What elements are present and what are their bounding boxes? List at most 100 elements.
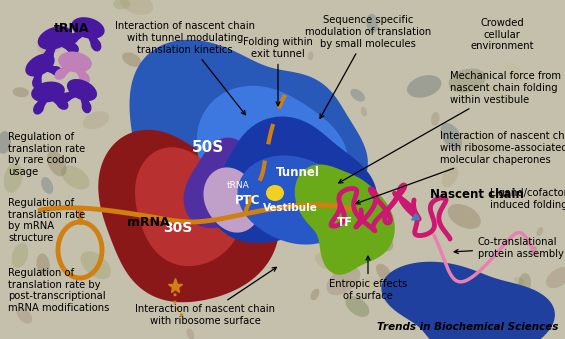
Ellipse shape	[81, 251, 111, 279]
Text: 50S: 50S	[192, 140, 224, 156]
Text: tRNA: tRNA	[54, 21, 90, 35]
Text: Regulation of
translation rate by
post-transcriptional
mRNA modifications: Regulation of translation rate by post-t…	[8, 268, 110, 313]
Text: Regulation of
translation rate
by mRNA
structure: Regulation of translation rate by mRNA s…	[8, 198, 85, 243]
Text: Folding within
exit tunnel: Folding within exit tunnel	[243, 37, 313, 106]
Polygon shape	[184, 138, 272, 228]
Ellipse shape	[407, 75, 441, 98]
Polygon shape	[295, 164, 395, 275]
Ellipse shape	[120, 0, 153, 15]
Text: Interaction of nascent chain
with tunnel modulating
translation kinetics: Interaction of nascent chain with tunnel…	[115, 21, 255, 115]
Polygon shape	[129, 40, 368, 243]
Text: Nascent chain: Nascent chain	[430, 188, 524, 201]
Ellipse shape	[33, 102, 44, 115]
Ellipse shape	[41, 177, 53, 194]
Ellipse shape	[518, 273, 531, 294]
Ellipse shape	[3, 163, 23, 193]
Ellipse shape	[546, 267, 565, 288]
Ellipse shape	[449, 68, 486, 93]
Ellipse shape	[79, 72, 90, 85]
Text: TF: TF	[337, 216, 353, 228]
Ellipse shape	[442, 167, 458, 187]
Text: Mechanical force from
nascent chain folding
within vestibule: Mechanical force from nascent chain fold…	[338, 72, 561, 183]
Ellipse shape	[199, 136, 209, 148]
Polygon shape	[31, 82, 65, 102]
Ellipse shape	[460, 131, 496, 155]
Ellipse shape	[42, 49, 54, 64]
Polygon shape	[71, 17, 105, 39]
Ellipse shape	[514, 277, 524, 284]
Ellipse shape	[16, 307, 32, 324]
Ellipse shape	[122, 52, 141, 67]
Ellipse shape	[90, 38, 101, 52]
Ellipse shape	[310, 288, 319, 300]
Ellipse shape	[505, 63, 523, 82]
Ellipse shape	[82, 111, 109, 129]
Ellipse shape	[257, 145, 265, 156]
Ellipse shape	[66, 42, 79, 54]
Text: Tunnel: Tunnel	[276, 165, 320, 179]
Polygon shape	[203, 167, 260, 233]
Ellipse shape	[293, 137, 298, 144]
Ellipse shape	[153, 172, 176, 200]
Ellipse shape	[132, 261, 142, 272]
Ellipse shape	[37, 34, 66, 54]
Ellipse shape	[36, 254, 50, 275]
Polygon shape	[38, 26, 72, 50]
Ellipse shape	[67, 33, 79, 44]
Ellipse shape	[366, 14, 378, 33]
Text: Vestibule: Vestibule	[263, 203, 318, 213]
Ellipse shape	[138, 138, 175, 165]
Ellipse shape	[113, 0, 131, 9]
Ellipse shape	[186, 328, 194, 339]
Polygon shape	[58, 52, 92, 73]
Polygon shape	[67, 79, 97, 101]
Ellipse shape	[490, 86, 506, 98]
Ellipse shape	[488, 304, 502, 313]
Ellipse shape	[536, 227, 543, 236]
Polygon shape	[98, 130, 279, 302]
Polygon shape	[135, 147, 241, 266]
Ellipse shape	[268, 103, 276, 111]
Ellipse shape	[250, 236, 269, 252]
Text: Trends in Biochemical Sciences: Trends in Biochemical Sciences	[377, 322, 558, 332]
Polygon shape	[211, 117, 377, 243]
Ellipse shape	[60, 92, 72, 103]
Ellipse shape	[266, 185, 284, 201]
Ellipse shape	[360, 107, 367, 116]
Ellipse shape	[447, 204, 481, 229]
Ellipse shape	[376, 264, 392, 281]
Text: Entropic effects
of surface: Entropic effects of surface	[329, 256, 407, 301]
Text: Co-translational
protein assembly: Co-translational protein assembly	[454, 237, 564, 259]
Ellipse shape	[47, 151, 67, 177]
Text: mRNA: mRNA	[127, 216, 170, 228]
Polygon shape	[25, 54, 55, 77]
Ellipse shape	[315, 253, 333, 269]
Ellipse shape	[300, 168, 322, 186]
Text: PTC: PTC	[235, 194, 261, 206]
Ellipse shape	[441, 123, 462, 150]
Polygon shape	[237, 156, 353, 244]
Ellipse shape	[171, 84, 177, 95]
Text: Ligand/cofactor
induced folding: Ligand/cofactor induced folding	[490, 188, 565, 210]
Text: tRNA: tRNA	[227, 180, 249, 190]
Polygon shape	[197, 86, 349, 224]
Ellipse shape	[538, 193, 550, 203]
Ellipse shape	[12, 87, 29, 97]
Ellipse shape	[208, 207, 224, 234]
Ellipse shape	[345, 296, 370, 317]
Text: Crowded
cellular
environment: Crowded cellular environment	[470, 18, 534, 51]
Ellipse shape	[11, 243, 28, 268]
Text: Interaction of nascent chain
with ribosome surface: Interaction of nascent chain with riboso…	[135, 267, 276, 326]
Ellipse shape	[54, 68, 67, 80]
Ellipse shape	[286, 79, 292, 86]
Ellipse shape	[56, 98, 68, 110]
Ellipse shape	[350, 89, 365, 102]
Polygon shape	[381, 262, 555, 339]
Ellipse shape	[186, 91, 202, 113]
Ellipse shape	[318, 135, 338, 168]
Ellipse shape	[366, 231, 393, 252]
Ellipse shape	[308, 51, 314, 60]
Ellipse shape	[50, 66, 63, 76]
Ellipse shape	[32, 76, 42, 89]
Ellipse shape	[431, 112, 440, 126]
